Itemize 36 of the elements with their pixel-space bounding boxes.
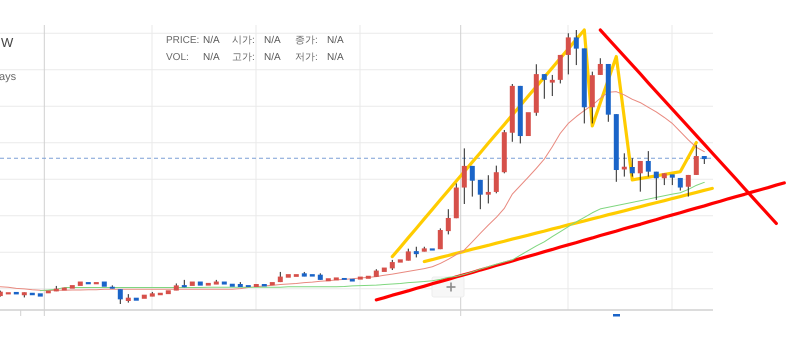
annotation: N/A — [203, 52, 220, 63]
candlestick — [470, 165, 475, 198]
annotation: 종가: — [295, 35, 318, 46]
chart-title: W — [1, 35, 14, 50]
candlestick — [678, 177, 683, 192]
candlestick — [622, 152, 627, 178]
candlestick — [390, 259, 395, 271]
candlestick — [630, 158, 635, 178]
annotation: VOL: — [166, 52, 189, 63]
candlestick — [486, 174, 491, 204]
candlestick — [462, 148, 467, 204]
candlestick — [686, 174, 691, 198]
annotation: 시가: — [232, 35, 255, 46]
annotation: N/A — [327, 35, 344, 46]
candlestick — [566, 32, 571, 75]
annotation: N/A — [203, 35, 220, 46]
annotation: 저가: — [295, 52, 318, 63]
candlestick — [118, 288, 123, 304]
annotation: N/A — [264, 35, 281, 46]
candlestick — [638, 160, 643, 192]
candlestick — [574, 30, 579, 66]
candlestick — [694, 144, 699, 176]
candlestick — [598, 58, 603, 76]
candlestick — [446, 208, 451, 235]
candlestick — [550, 74, 555, 97]
candlestick — [406, 248, 411, 262]
annotation: N/A — [264, 52, 281, 63]
candlestick — [494, 165, 499, 194]
annotation: N/A — [327, 52, 344, 63]
candlestick — [646, 150, 651, 178]
candlestick — [654, 171, 659, 200]
annotation: PRICE: — [166, 35, 200, 46]
candlestick — [542, 74, 547, 100]
candlestick — [414, 246, 419, 258]
annotation: 고가: — [232, 52, 255, 63]
candlestick — [478, 179, 483, 210]
